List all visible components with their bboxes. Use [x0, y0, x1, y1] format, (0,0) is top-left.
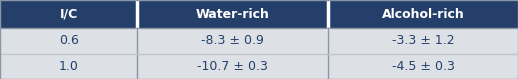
- Bar: [0, 0, 137, 28]
- Bar: [328, 0, 518, 28]
- Text: 1.0: 1.0: [59, 60, 79, 73]
- Bar: [328, 28, 518, 54]
- Text: -3.3 ± 1.2: -3.3 ± 1.2: [392, 34, 454, 47]
- Text: Alcohol-rich: Alcohol-rich: [382, 8, 464, 21]
- Text: -4.5 ± 0.3: -4.5 ± 0.3: [392, 60, 454, 73]
- Text: -8.3 ± 0.9: -8.3 ± 0.9: [201, 34, 264, 47]
- Bar: [137, 0, 328, 28]
- Text: -10.7 ± 0.3: -10.7 ± 0.3: [197, 60, 268, 73]
- Bar: [137, 54, 328, 79]
- Text: I/C: I/C: [60, 8, 78, 21]
- Bar: [0, 54, 137, 79]
- Bar: [328, 54, 518, 79]
- Text: Water-rich: Water-rich: [196, 8, 269, 21]
- Text: 0.6: 0.6: [59, 34, 79, 47]
- Bar: [0, 28, 137, 54]
- Bar: [137, 28, 328, 54]
